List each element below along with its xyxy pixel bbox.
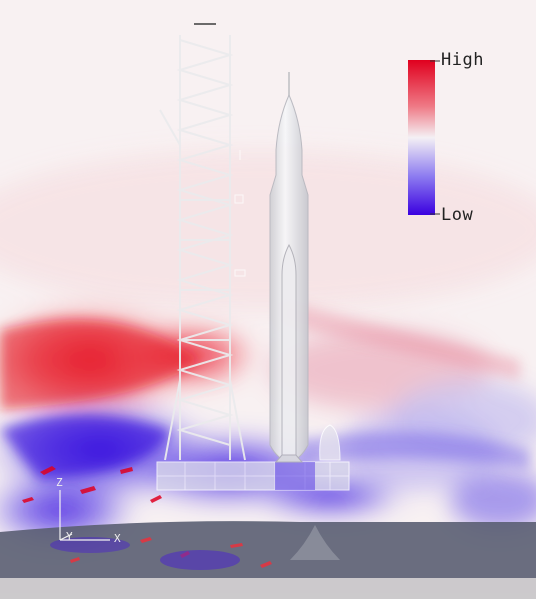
legend-low-label: Low [441,205,474,225]
terrain [0,521,536,599]
axis-triad [59,490,110,541]
axis-y-label: Y [66,530,73,543]
launch-tower [159,23,246,461]
rocket [269,72,309,463]
launch-platform [156,424,350,491]
axis-z-label: Z [56,476,63,489]
legend-high-label: High [441,50,484,70]
color-legend [408,60,440,215]
axis-x-label: X [114,532,121,545]
